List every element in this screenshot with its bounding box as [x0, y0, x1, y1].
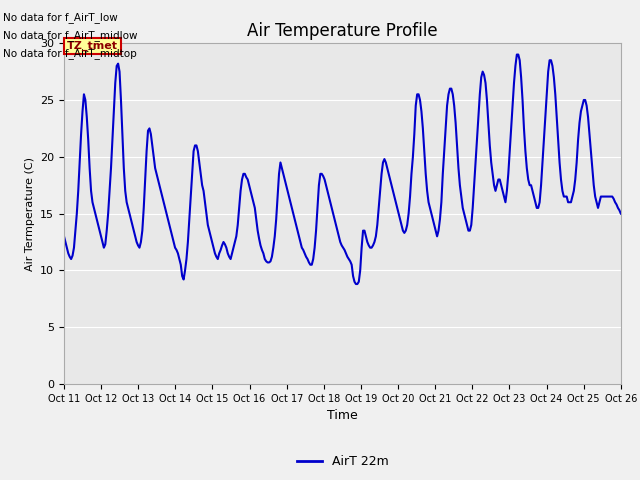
- Text: No data for f_AirT_midtop: No data for f_AirT_midtop: [3, 48, 137, 60]
- Title: Air Temperature Profile: Air Temperature Profile: [247, 22, 438, 40]
- Y-axis label: Air Termperature (C): Air Termperature (C): [24, 156, 35, 271]
- Legend: AirT 22m: AirT 22m: [292, 450, 393, 473]
- Text: TZ_tmet: TZ_tmet: [67, 41, 118, 51]
- Text: No data for f_AirT_midlow: No data for f_AirT_midlow: [3, 30, 138, 41]
- Text: No data for f_AirT_low: No data for f_AirT_low: [3, 12, 118, 23]
- X-axis label: Time: Time: [327, 409, 358, 422]
